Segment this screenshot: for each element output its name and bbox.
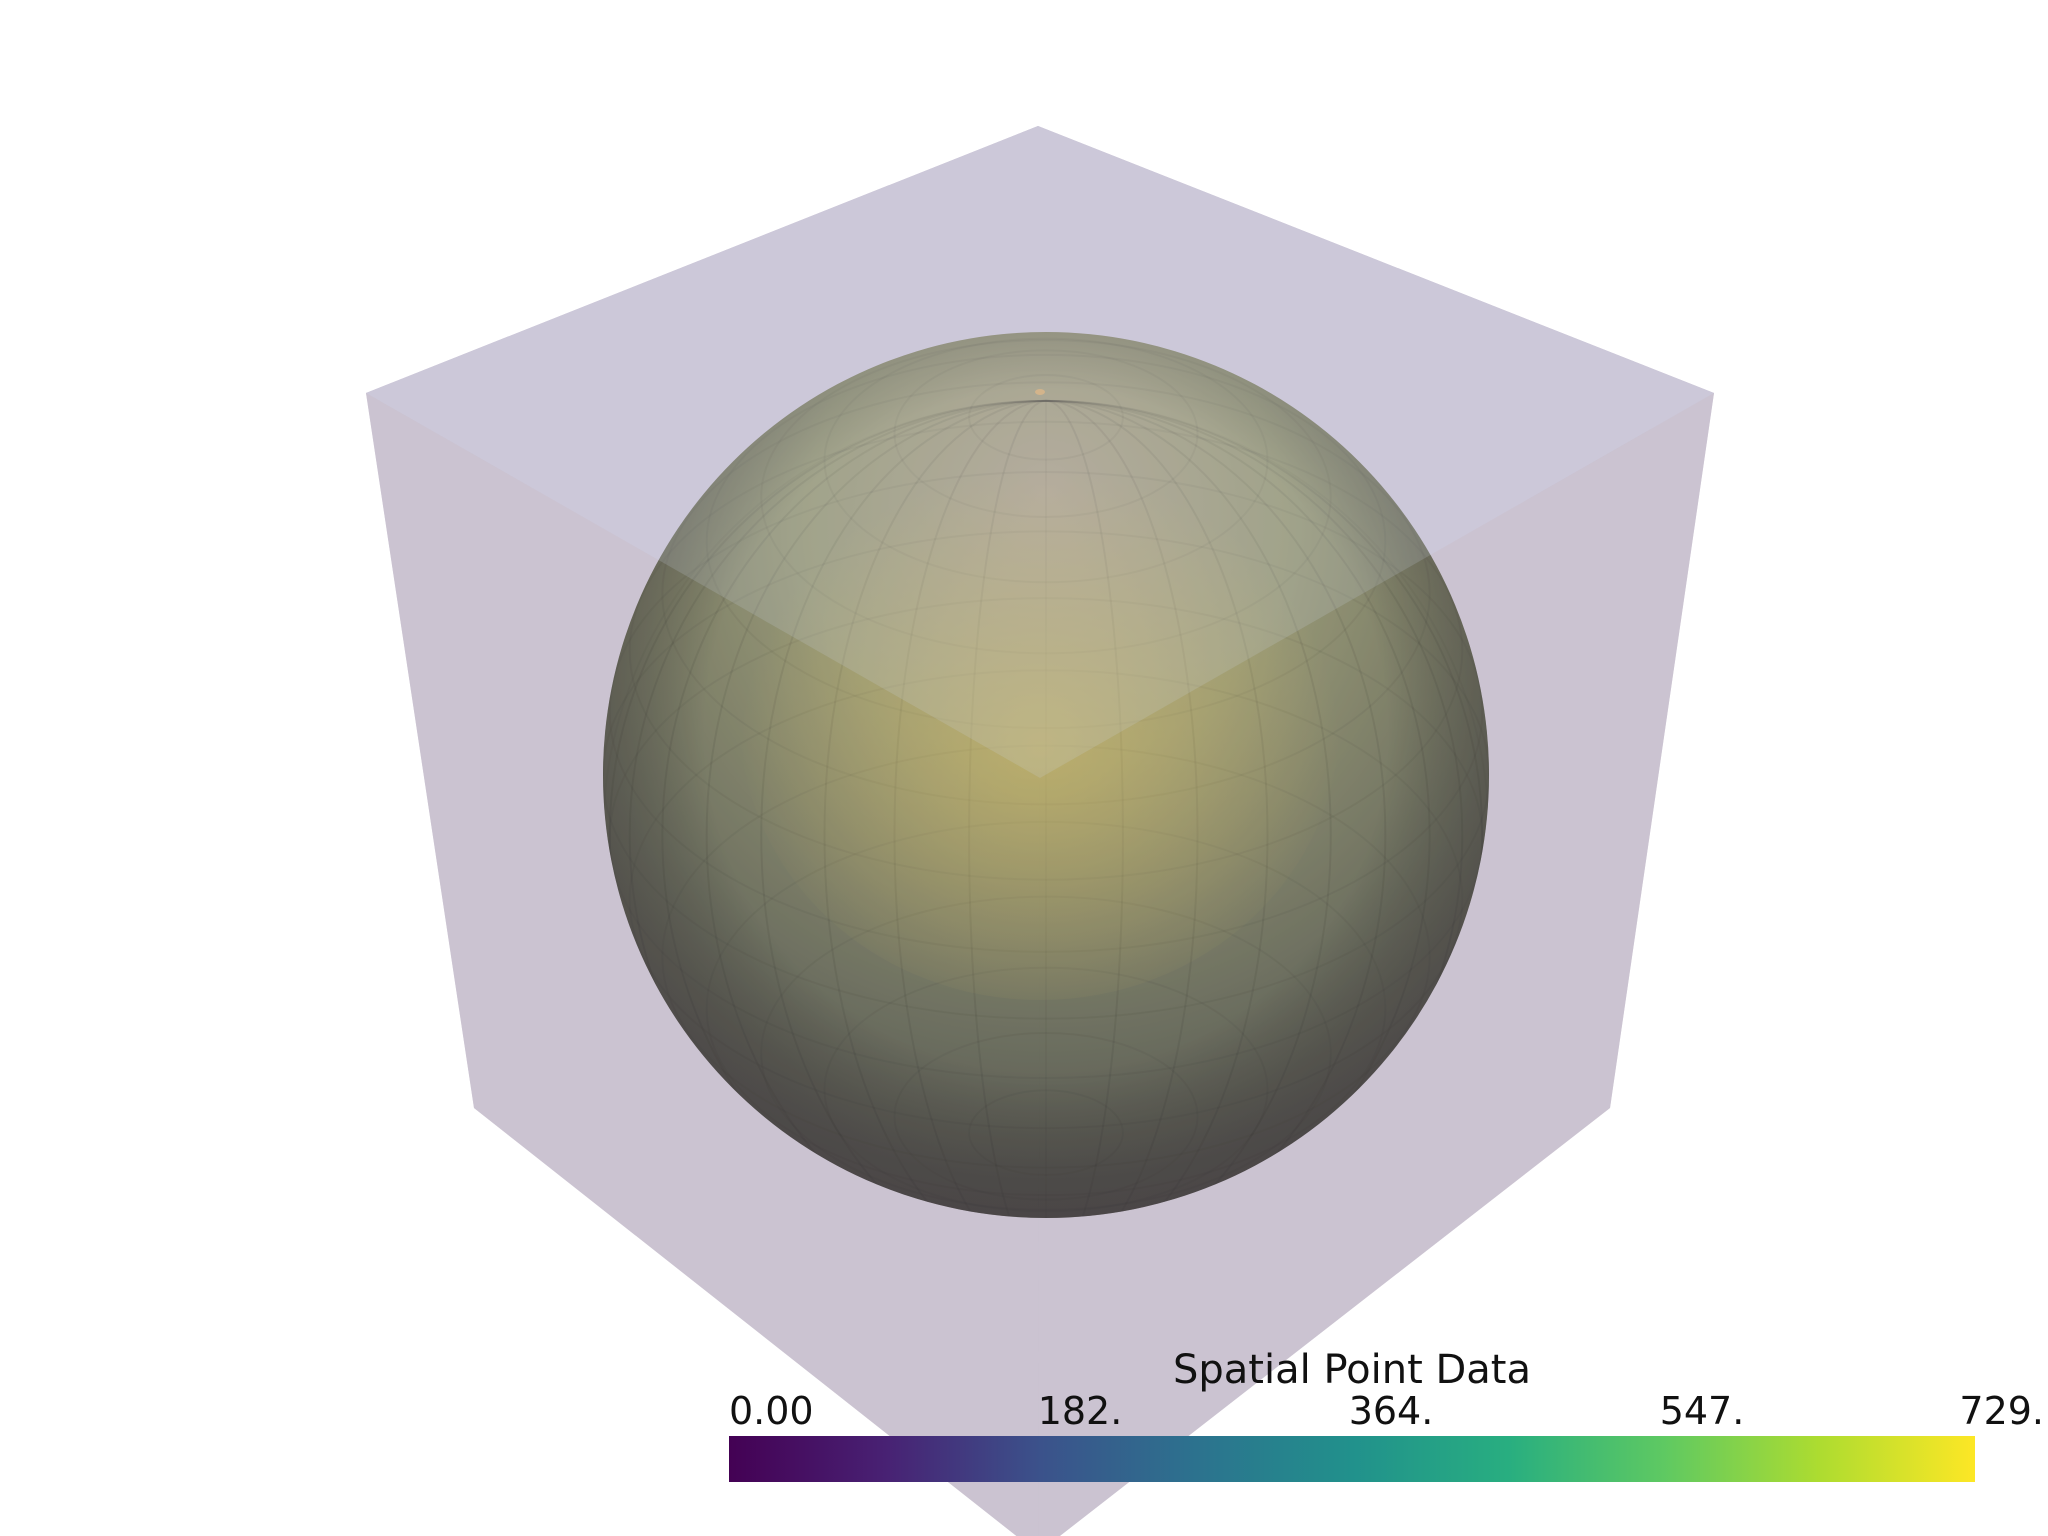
scalar-bar-tick-label: 547. (1660, 1389, 1745, 1433)
scalar-bar-tick-label: 729. (1959, 1389, 2044, 1433)
sphere (603, 332, 1489, 1218)
sphere-pole-point (1035, 389, 1045, 395)
scalar-bar-gradient (729, 1436, 1975, 1482)
cube-front-top-face (366, 126, 1714, 778)
scalar-bar-tick-label: 364. (1349, 1389, 1434, 1433)
cube-front-left-face (366, 393, 1040, 1536)
scalar-bar-tick-label: 0.00 (729, 1389, 814, 1433)
scalar-bar: Spatial Point Data 0.00 182. 364. 547. 7… (729, 1347, 2044, 1482)
cube-front-right-face (1038, 393, 1714, 1536)
scalar-bar-title: Spatial Point Data (1173, 1347, 1531, 1393)
scalar-bar-tick-label: 182. (1038, 1389, 1123, 1433)
sphere-edge-shadow (603, 332, 1489, 1218)
cube-front-overlay (366, 126, 1714, 1536)
